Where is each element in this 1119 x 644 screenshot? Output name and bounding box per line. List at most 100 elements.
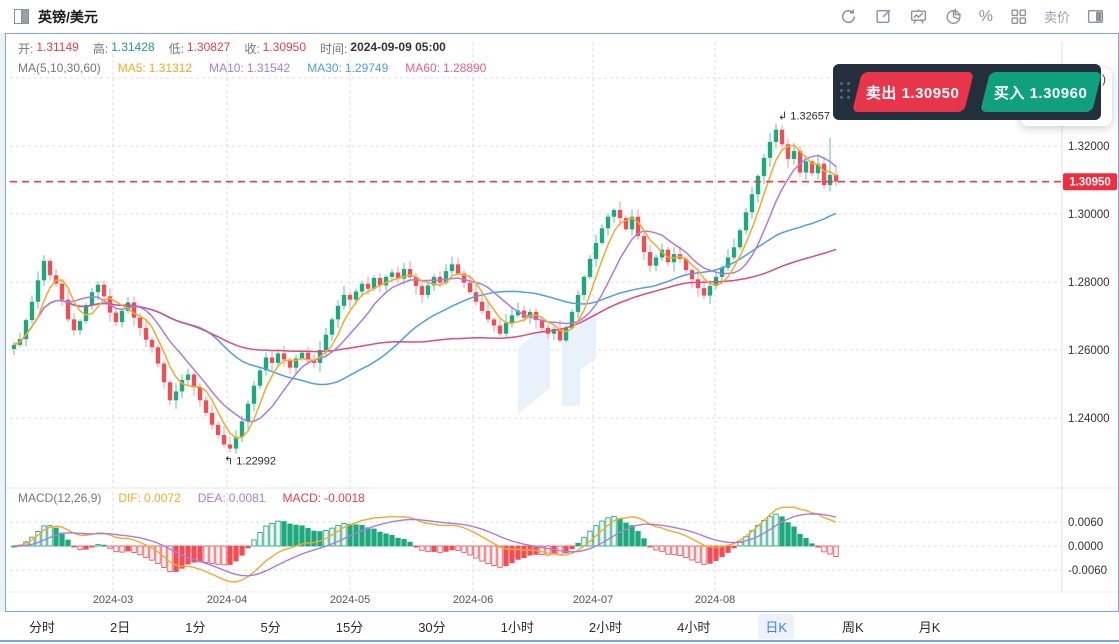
candle-body — [569, 311, 575, 328]
candle-body — [65, 299, 71, 320]
ma60-line — [13, 248, 837, 353]
macd-bar — [59, 532, 65, 547]
candle-body — [209, 412, 215, 425]
candle-body — [515, 310, 521, 316]
macd-bar — [413, 545, 419, 548]
panel-icon[interactable] — [1086, 7, 1105, 26]
macd-bar — [287, 523, 293, 547]
candle-body — [101, 284, 107, 297]
macd-bar — [401, 539, 407, 547]
candle-body — [743, 212, 749, 231]
macd-axis-label: -0.0060 — [1068, 565, 1107, 577]
watermark-logo — [518, 310, 596, 414]
macd-bar — [689, 545, 695, 561]
candle-body — [557, 328, 563, 341]
header-bar: 英镑/美元 % 卖价 — [0, 0, 1119, 33]
candle-body — [599, 228, 605, 243]
percent-icon[interactable]: % — [978, 8, 993, 25]
macd-bar — [575, 542, 581, 547]
refresh-icon[interactable] — [839, 7, 858, 26]
macd-bar — [725, 545, 731, 553]
period-tab-7[interactable]: 2小时 — [588, 619, 623, 635]
page-title: 英镑/美元 — [38, 8, 98, 25]
period-tab-1[interactable]: 2日 — [110, 619, 131, 635]
macd-bar — [389, 534, 395, 547]
current-price-badge-text: 1.30950 — [1069, 177, 1111, 189]
candle-body — [761, 157, 767, 176]
period-tab-2[interactable]: 1分 — [185, 619, 206, 635]
drag-handle[interactable] — [840, 82, 850, 102]
period-tab-0[interactable]: 分时 — [29, 619, 56, 635]
macd-bar — [563, 545, 569, 554]
macd-bar — [197, 545, 203, 563]
candle-body — [701, 288, 707, 296]
period-tab-6[interactable]: 1小时 — [500, 619, 534, 635]
low-annotation: ↰ 1.22992 — [224, 455, 276, 467]
candle-body — [41, 260, 47, 281]
macd-bar — [485, 545, 491, 565]
candle-body — [359, 283, 365, 292]
time-axis-label: 2024-04 — [206, 594, 248, 606]
sell-button-price: 1.30950 — [901, 84, 960, 102]
buy-button[interactable]: 买入 1.30960 — [980, 72, 1102, 112]
candle-body — [251, 385, 257, 404]
pie-chart-icon[interactable] — [944, 7, 963, 26]
price-axis-label: 1.32000 — [1068, 141, 1110, 153]
candle-body — [215, 424, 221, 435]
candle-body — [605, 216, 611, 229]
macd-bar — [131, 545, 137, 553]
draw-icon[interactable] — [874, 7, 893, 26]
period-tab-9[interactable]: 日K — [758, 613, 795, 639]
candle-body — [29, 301, 35, 321]
macd-bar — [239, 545, 245, 556]
sell-price-toggle[interactable]: 卖价 — [1043, 10, 1070, 25]
macd-bar — [311, 530, 317, 547]
price-axis-label: 1.24000 — [1068, 413, 1110, 425]
candle-body — [197, 387, 203, 401]
macd-bar — [251, 539, 257, 547]
candle-body — [161, 363, 167, 383]
macd-bar — [653, 545, 659, 551]
chart-board-icon[interactable] — [909, 7, 928, 26]
period-tab-5[interactable]: 30分 — [418, 619, 446, 635]
watermark-shape — [562, 310, 596, 406]
candle-body — [71, 319, 77, 331]
candle-body — [431, 276, 437, 286]
candlestick-chart[interactable]: 1.30950 1.32000 1.30000 1.28000 1.26000 1.240… — [6, 34, 1118, 611]
price-card-paren: ) — [1102, 72, 1106, 86]
candle-body — [539, 320, 545, 328]
candle-body — [551, 328, 557, 334]
macd-bar — [467, 545, 473, 556]
candle-body — [191, 374, 197, 388]
candle-body — [491, 319, 497, 326]
period-tab-11[interactable]: 月K — [918, 619, 941, 635]
macd-bar — [815, 545, 821, 548]
macd-bar — [767, 516, 773, 547]
candle-body — [329, 319, 335, 335]
candle-body — [629, 216, 635, 230]
period-tab-10[interactable]: 周K — [842, 619, 864, 635]
macd-bar — [479, 545, 485, 562]
macd-bar — [185, 545, 191, 565]
candle-body — [299, 352, 305, 359]
candle-body — [425, 285, 431, 295]
candle-body — [221, 435, 227, 445]
sell-button[interactable]: 卖出 1.30950 — [852, 72, 974, 112]
candle-body — [311, 360, 317, 363]
time-axis-label: 2024-07 — [572, 594, 614, 606]
grid-icon[interactable] — [1009, 7, 1028, 26]
macd-bar — [245, 545, 251, 549]
ma10-line — [13, 154, 837, 423]
macd-bar — [695, 545, 701, 563]
sell-button-label: 卖出 — [866, 84, 898, 102]
macd-bar — [677, 545, 683, 557]
ma5-line — [13, 144, 837, 439]
candle-body — [449, 264, 455, 272]
period-tab-4[interactable]: 15分 — [335, 619, 364, 635]
candle-body — [533, 311, 539, 321]
period-tab-8[interactable]: 4小时 — [677, 619, 711, 635]
macd-bar — [587, 530, 593, 547]
candle-body — [263, 357, 269, 371]
period-tab-3[interactable]: 5分 — [260, 619, 281, 635]
candle-body — [791, 151, 797, 159]
